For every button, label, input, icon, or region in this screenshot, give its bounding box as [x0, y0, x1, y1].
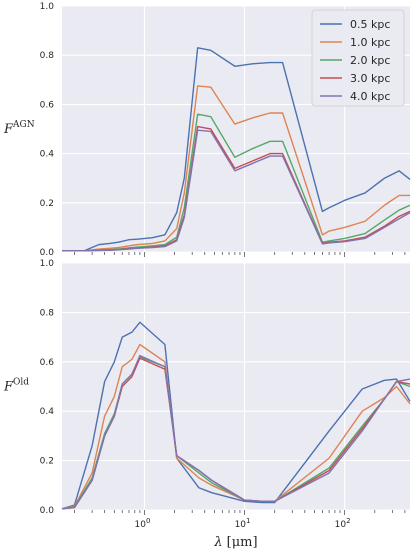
- legend: 0.5 kpc 1.0 kpc 2.0 kpc 3.0 kpc 4.0 kpc: [311, 9, 405, 107]
- x-tick-label-base: 10: [335, 520, 347, 530]
- series-line-2-0-kpc: [61, 356, 411, 510]
- y-axis-label-symbol: F: [3, 380, 14, 395]
- x-tick-label-exponent: 1: [246, 517, 250, 525]
- x-tick-label-exponent: 0: [146, 517, 150, 525]
- legend-label: 2.0 kpc: [350, 54, 390, 67]
- y-tick-label: 0.6: [40, 100, 55, 110]
- y-tick-label: 0.2: [40, 199, 54, 209]
- legend-label: 1.0 kpc: [350, 36, 390, 49]
- x-tick-label-base: 10: [235, 520, 247, 530]
- y-tick-label: 1.0: [40, 2, 55, 12]
- y-tick-label: 0.4: [40, 407, 55, 417]
- x-tick-label: 100: [134, 517, 150, 530]
- y-tick-label: 0.0: [40, 506, 55, 516]
- legend-label: 3.0 kpc: [350, 72, 390, 85]
- series-line-0-5-kpc: [62, 47, 411, 252]
- y-tick-label: 0.6: [40, 358, 55, 368]
- x-tick-label: 101: [235, 517, 251, 530]
- x-axis-label-symbol: λ: [213, 535, 222, 550]
- y-axis-label: FAGN: [3, 120, 35, 137]
- y-axis-label: FOld: [3, 378, 29, 395]
- y-tick-label: 0.2: [40, 457, 54, 467]
- y-tick-label: 1.0: [40, 259, 55, 269]
- y-axis-label-superscript: AGN: [12, 120, 35, 130]
- legend-box: [311, 9, 405, 107]
- y-tick-label: 0.0: [40, 248, 55, 258]
- legend-label: 4.0 kpc: [350, 90, 390, 103]
- x-axis-label-unit: [μm]: [227, 535, 258, 550]
- series-line-4-0-kpc: [61, 354, 411, 510]
- x-axis-label: λ [μm]: [213, 535, 257, 550]
- panel-agn: 0.0 0.2 0.4 0.6 0.8 1.0 FAGN 0.5 kpc 1.0 kpc 2.0 …: [3, 2, 411, 258]
- series-line-1-0-kpc: [62, 85, 410, 252]
- x-tick-label-exponent: 2: [346, 517, 350, 525]
- legend-label: 0.5 kpc: [350, 18, 390, 31]
- plot-background: [62, 263, 410, 510]
- y-tick-label: 0.8: [40, 308, 55, 318]
- series-line-4-0-kpc: [62, 129, 411, 252]
- series-line-1-0-kpc: [61, 343, 411, 510]
- y-axis-label-superscript: Old: [13, 378, 29, 388]
- y-tick-label: 0.8: [40, 51, 55, 61]
- y-axis-label-symbol: F: [3, 122, 14, 137]
- x-tick-label: 102: [335, 517, 351, 530]
- x-tick-label-base: 10: [134, 520, 146, 530]
- y-tick-label: 0.4: [40, 150, 55, 160]
- series-line-0-5-kpc: [61, 321, 411, 510]
